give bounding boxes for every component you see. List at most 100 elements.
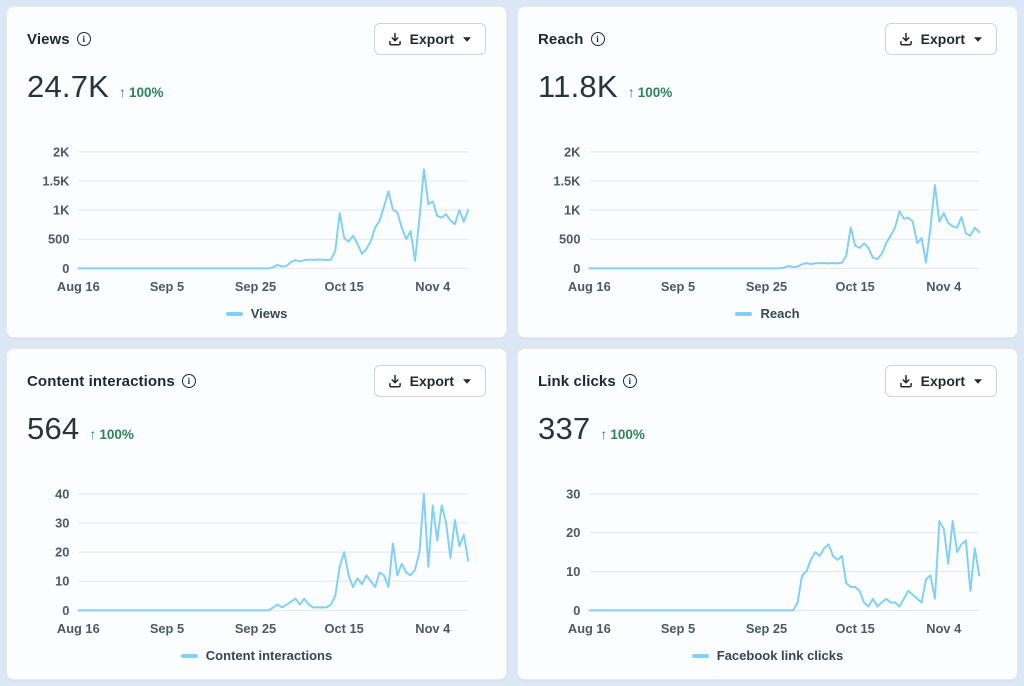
title-wrap: Views i [27, 31, 91, 48]
y-tick-label: 0 [573, 261, 580, 276]
metric-value: 24.7K [27, 69, 110, 104]
y-tick-label: 0 [62, 261, 69, 276]
export-label: Export [920, 373, 965, 389]
up-arrow-icon: ↑ [119, 84, 127, 100]
y-tick-label: 0 [573, 603, 580, 618]
legend-marker [735, 311, 753, 316]
card-title: Views [27, 30, 70, 48]
card-header: Link clicks i Export [538, 365, 997, 397]
x-tick-label: Aug 16 [57, 621, 100, 636]
x-tick-label: Nov 4 [926, 279, 962, 294]
metric-delta: ↑ 100% [89, 426, 134, 442]
x-tick-label: Aug 16 [57, 279, 100, 294]
reach-card: Reach i Export 11.8K ↑ 100% 0 500 1K 1.5K 2K… [517, 6, 1018, 338]
y-tick-label: 500 [559, 232, 580, 247]
up-arrow-icon: ↑ [89, 426, 97, 442]
chart-legend: Reach [538, 304, 997, 329]
x-tick-label: Sep 25 [235, 279, 276, 294]
y-tick-label: 20 [566, 525, 580, 540]
export-label: Export [920, 31, 965, 47]
legend-marker [225, 311, 243, 316]
x-tick-label: Sep 25 [235, 621, 276, 636]
chart-legend: Views [27, 304, 486, 329]
delta-value: 100% [129, 85, 164, 100]
x-tick-label: Sep 5 [150, 279, 184, 294]
reach-chart: 0 500 1K 1.5K 2K Aug 16 Sep 5 Sep 25 Oct 15 Nov 4 [553, 144, 981, 294]
metric-row: 24.7K ↑ 100% [27, 69, 486, 105]
x-tick-label: Sep 5 [150, 621, 184, 636]
chevron-down-icon [463, 36, 471, 42]
info-icon[interactable]: i [622, 374, 637, 388]
x-tick-label: Nov 4 [926, 621, 962, 636]
x-tick-label: Oct 15 [325, 621, 364, 636]
views-card: Views i Export 24.7K ↑ 100% 0 500 1K 1.5K 2K… [6, 6, 507, 338]
delta-value: 100% [637, 85, 673, 100]
x-tick-label: Sep 5 [661, 621, 695, 636]
chart-legend: Facebook link clicks [538, 646, 997, 671]
export-label: Export [409, 31, 454, 47]
download-icon [388, 374, 401, 388]
x-tick-label: Oct 15 [325, 279, 364, 294]
legend-label: Reach [760, 306, 800, 321]
y-tick-label: 10 [566, 564, 580, 579]
export-button[interactable]: Export [884, 365, 997, 397]
info-icon[interactable]: i [181, 374, 196, 388]
chart-legend: Content interactions [27, 646, 486, 671]
metric-value: 337 [538, 411, 591, 446]
up-arrow-icon: ↑ [600, 426, 608, 442]
y-tick-label: 30 [566, 486, 580, 501]
info-icon[interactable]: i [76, 32, 91, 46]
info-icon[interactable]: i [590, 32, 605, 46]
x-tick-label: Aug 16 [568, 279, 611, 294]
title-wrap: Content interactions i [27, 373, 196, 390]
delta-value: 100% [610, 427, 645, 442]
x-tick-label: Sep 25 [746, 621, 787, 636]
legend-label: Facebook link clicks [716, 648, 844, 663]
y-tick-label: 40 [55, 486, 69, 501]
card-header: Reach i Export [538, 23, 997, 55]
chevron-down-icon [974, 378, 982, 384]
link-clicks-chart: 0 10 20 30 Aug 16 Sep 5 Sep 25 Oct 15 Nov 4 [566, 486, 981, 636]
export-button[interactable]: Export [884, 23, 997, 55]
y-tick-label: 0 [62, 603, 69, 618]
up-arrow-icon: ↑ [627, 84, 635, 100]
metric-value: 11.8K [538, 69, 618, 104]
views-chart: 0 500 1K 1.5K 2K Aug 16 Sep 5 Sep 25 Oct 15 Nov 4 [42, 144, 470, 294]
y-tick-label: 1K [53, 203, 70, 218]
card-header: Content interactions i Export [27, 365, 486, 397]
card-title: Reach [538, 30, 584, 48]
series-line [588, 520, 981, 612]
y-tick-label: 1.5K [553, 174, 581, 189]
legend-marker [180, 653, 198, 658]
x-tick-label: Oct 15 [836, 279, 875, 294]
title-wrap: Reach i [538, 31, 605, 48]
y-tick-label: 2K [53, 144, 70, 159]
x-tick-label: Nov 4 [415, 621, 451, 636]
series-line [588, 184, 981, 270]
metric-row: 564 ↑ 100% [27, 411, 486, 447]
y-tick-label: 10 [55, 574, 69, 589]
legend-label: Views [250, 306, 288, 321]
link-clicks-card: Link clicks i Export 337 ↑ 100% 0 10 20 30 A… [517, 348, 1018, 680]
x-tick-label: Oct 15 [836, 621, 875, 636]
export-label: Export [409, 373, 454, 389]
chevron-down-icon [974, 36, 982, 42]
series-line [77, 493, 470, 612]
delta-value: 100% [99, 427, 134, 442]
metric-delta: ↑ 100% [628, 84, 673, 100]
export-button[interactable]: Export [373, 23, 486, 55]
y-tick-label: 20 [55, 545, 69, 560]
metric-delta: ↑ 100% [119, 84, 164, 100]
x-tick-label: Sep 5 [661, 279, 695, 294]
title-wrap: Link clicks i [538, 373, 637, 390]
metric-row: 11.8K ↑ 100% [538, 69, 997, 105]
card-title: Link clicks [538, 372, 616, 390]
content-interactions-chart: 0 10 20 30 40 Aug 16 Sep 5 Sep 25 Oct 15 Nov 4 [55, 486, 470, 636]
x-tick-label: Nov 4 [415, 279, 451, 294]
download-icon [899, 32, 912, 46]
y-tick-label: 500 [48, 232, 69, 247]
export-button[interactable]: Export [373, 365, 486, 397]
legend-marker [691, 653, 709, 658]
card-header: Views i Export [27, 23, 486, 55]
